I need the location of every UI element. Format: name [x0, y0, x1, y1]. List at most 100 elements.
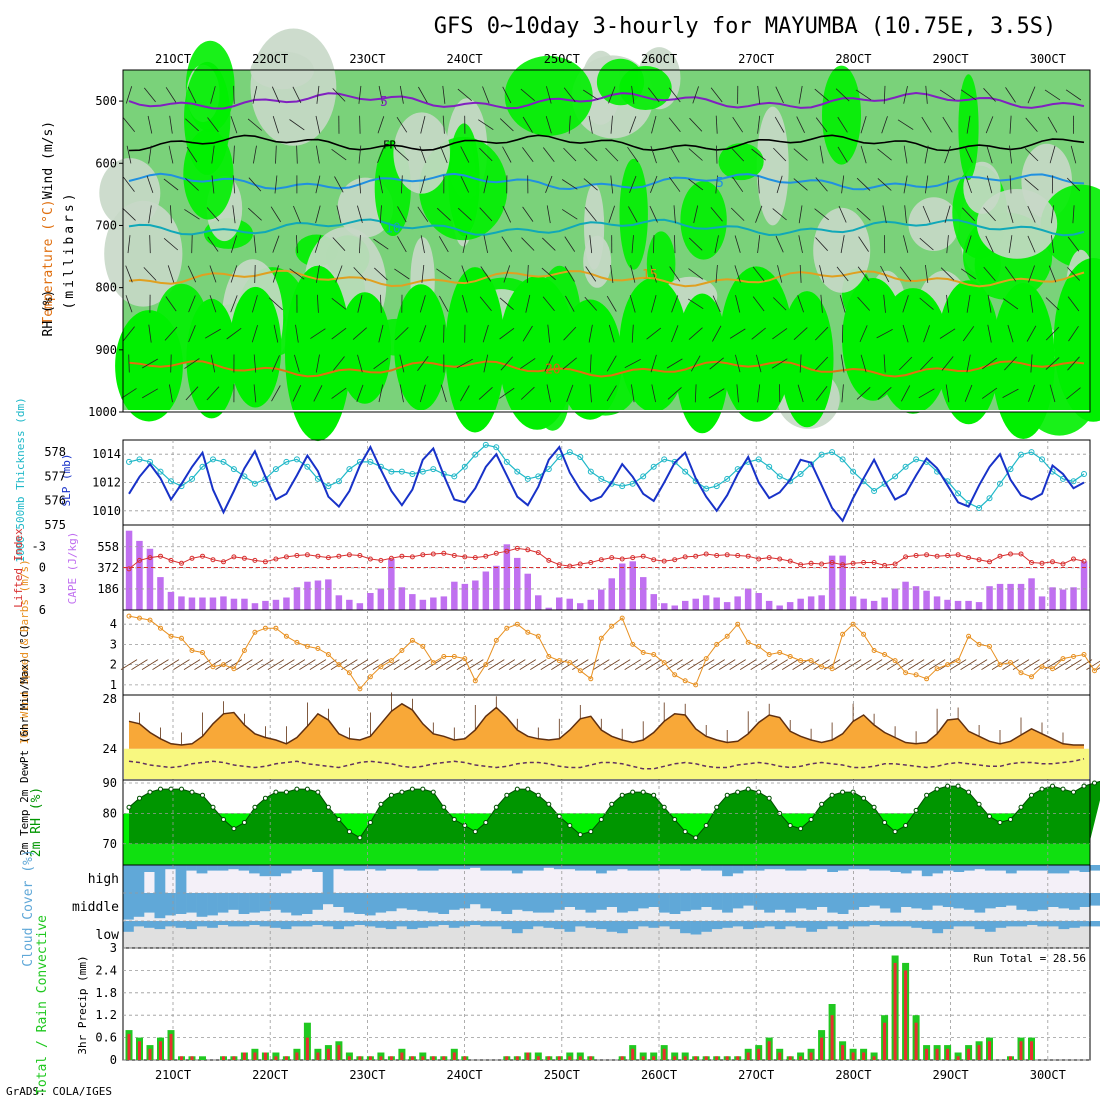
cloud-bar	[711, 921, 723, 930]
thickness-point	[587, 468, 594, 475]
li-point	[987, 559, 992, 565]
wind-barb-10m	[844, 659, 862, 670]
wind-speed-point	[945, 662, 951, 668]
wind-speed-point	[1008, 660, 1013, 666]
wind-barb	[209, 265, 217, 283]
wind-barb	[1070, 145, 1077, 164]
wind-barb	[965, 235, 972, 253]
precip-conv-bar	[180, 1056, 183, 1060]
cloud-bar	[280, 921, 292, 930]
cape-bar	[765, 600, 773, 610]
wind-barb	[983, 266, 996, 282]
rh-point	[640, 789, 646, 795]
li-point	[179, 560, 184, 566]
wind-barb	[605, 147, 619, 162]
li-point	[304, 552, 310, 558]
rh-point	[577, 832, 583, 838]
rh-point	[1008, 817, 1013, 822]
cape-bar	[535, 595, 542, 610]
wind-barb	[962, 326, 975, 342]
cape-bar	[986, 586, 993, 610]
li-point	[388, 555, 394, 561]
wind-barb-10m	[267, 659, 285, 670]
thickness-point	[241, 473, 248, 480]
wind-speed-point	[966, 633, 972, 639]
cloud-bar	[701, 921, 712, 932]
wind-barb	[939, 328, 956, 339]
rh-point	[808, 817, 814, 822]
cape-bar	[146, 548, 154, 610]
wind-barb	[734, 235, 741, 253]
cloud-bar	[596, 921, 607, 930]
li-point	[724, 552, 730, 558]
precip-total-bar	[534, 1052, 542, 1060]
y-tick-label: 576	[44, 494, 66, 508]
wind-barb	[253, 354, 257, 373]
wind-barb	[357, 205, 363, 224]
wind-barb	[709, 357, 724, 370]
wind-barb	[1007, 205, 1014, 224]
rh-point	[714, 804, 720, 810]
rh-point	[756, 789, 762, 795]
cape-bar	[734, 596, 741, 610]
wind-barb	[230, 235, 237, 253]
wind-barb	[315, 115, 321, 134]
cape-bar	[629, 561, 636, 610]
cloud-bar	[1026, 865, 1038, 871]
wind-barb	[247, 118, 263, 131]
cape-bar	[744, 588, 752, 610]
li-point	[252, 557, 258, 563]
thickness-point	[1007, 466, 1014, 473]
wind-speed-point	[441, 654, 447, 659]
cloud-bar	[511, 865, 523, 874]
wind-barb	[207, 236, 219, 252]
wind-speed-point	[997, 662, 1003, 668]
wind-barb	[148, 324, 152, 343]
thickness-point	[514, 468, 521, 475]
cloud-bar	[364, 865, 376, 870]
wind-speed-point	[588, 676, 594, 682]
wind-barb-10m	[488, 659, 505, 670]
ylabel-lifted-index: Lifted Index	[12, 528, 25, 608]
wind-barb	[876, 329, 893, 339]
cape-bar	[272, 599, 280, 610]
cape-bar	[671, 605, 678, 610]
wind-barb	[877, 178, 892, 191]
cloud-bar	[123, 893, 134, 920]
thickness-point	[724, 475, 731, 482]
rh-patch	[229, 286, 282, 408]
wind-barb-10m	[446, 659, 463, 670]
wind-barb	[631, 85, 635, 104]
cloud-bar	[900, 865, 912, 874]
wind-speed-point	[241, 648, 247, 653]
slp-line	[128, 444, 1085, 523]
thickness-point	[304, 463, 311, 470]
thickness-point	[997, 480, 1003, 487]
wind-barb	[589, 384, 592, 403]
rh-patch	[780, 291, 834, 428]
wind-barb	[526, 264, 529, 283]
y-tick-label: 2.4	[95, 963, 117, 977]
wind-barb	[840, 235, 845, 254]
y-tick-label: 0	[110, 1053, 117, 1067]
x-tick-label-top: 21OCT	[155, 52, 191, 66]
wind-barb	[945, 384, 950, 403]
y-tick-label: -3	[32, 539, 46, 553]
wind-barb	[191, 235, 193, 254]
li-point	[147, 555, 153, 561]
wind-speed-point	[651, 652, 657, 657]
wind-barb	[230, 295, 238, 313]
wind-barb	[377, 146, 385, 164]
cloud-bar	[785, 893, 796, 913]
cloud-bar	[942, 921, 954, 930]
cloud-bar	[553, 893, 565, 910]
wind-speed-point	[714, 641, 720, 647]
wind-barb	[904, 205, 907, 224]
cloud-bar	[722, 893, 733, 913]
li-point	[703, 551, 709, 557]
cloud-level-label: low	[96, 928, 120, 943]
wind-barb	[167, 265, 175, 283]
cape-bar	[944, 599, 951, 610]
precip-conv-bar	[988, 1041, 991, 1060]
wind-barb	[899, 356, 913, 371]
